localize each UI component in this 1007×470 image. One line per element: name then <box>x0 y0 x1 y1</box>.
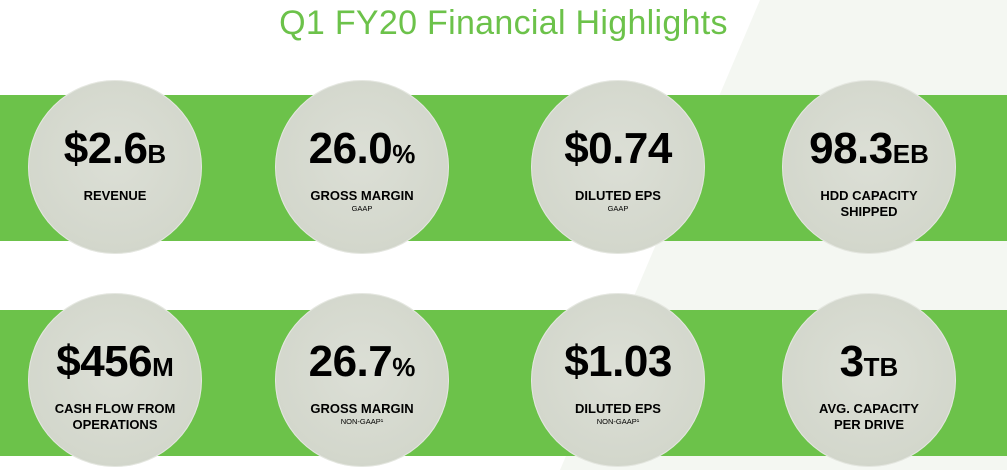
kpi-value: $2.6B <box>63 124 167 173</box>
kpi-avg-capacity: 3TB AVG. CAPACITY PER DRIVE <box>782 293 956 467</box>
kpi-value: 26.7% <box>308 337 416 386</box>
kpi-cash-flow: $456M CASH FLOW FROM OPERATIONS <box>28 293 202 467</box>
kpi-value: 26.0% <box>308 124 416 173</box>
kpi-hdd-capacity: 98.3EB HDD CAPACITY SHIPPED <box>782 80 956 254</box>
kpi-diluted-eps-non-gaap: $1.03 DILUTED EPS NON-GAAP¹ <box>531 293 705 467</box>
kpi-gross-margin-non-gaap: 26.7% GROSS MARGIN NON-GAAP¹ <box>275 293 449 467</box>
kpi-value: $1.03 <box>564 337 672 386</box>
kpi-label: HDD CAPACITY SHIPPED <box>820 188 918 219</box>
kpi-gross-margin-gaap: 26.0% GROSS MARGIN GAAP <box>275 80 449 254</box>
kpi-value: 3TB <box>839 337 899 386</box>
kpi-label: DILUTED EPS NON-GAAP¹ <box>575 401 661 426</box>
kpi-label: GROSS MARGIN NON-GAAP¹ <box>310 401 414 426</box>
kpi-value: $0.74 <box>564 124 672 173</box>
kpi-label: AVG. CAPACITY PER DRIVE <box>819 401 919 432</box>
kpi-label: DILUTED EPS GAAP <box>575 188 661 213</box>
kpi-label: REVENUE <box>83 188 147 203</box>
kpi-value: 98.3EB <box>809 124 929 173</box>
page-title: Q1 FY20 Financial Highlights <box>279 4 728 42</box>
kpi-label: CASH FLOW FROM OPERATIONS <box>54 401 176 432</box>
kpi-diluted-eps-gaap: $0.74 DILUTED EPS GAAP <box>531 80 705 254</box>
kpi-revenue: $2.6B REVENUE <box>28 80 202 254</box>
kpi-value: $456M <box>56 337 174 386</box>
kpi-label: GROSS MARGIN GAAP <box>310 188 414 213</box>
